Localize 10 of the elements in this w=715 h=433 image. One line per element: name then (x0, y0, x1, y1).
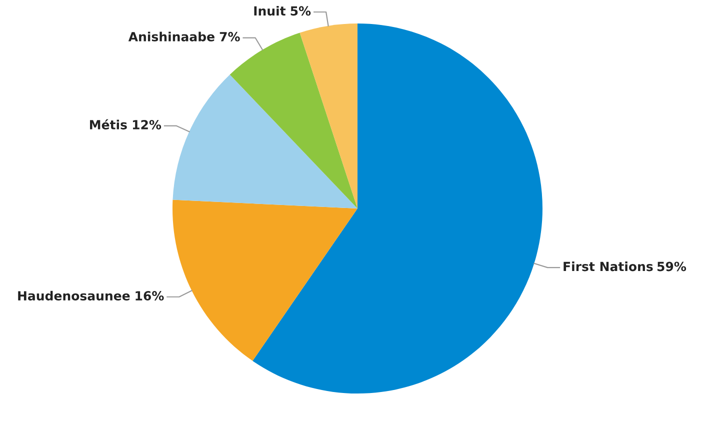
slice-label: Haudenosaunee (18, 290, 130, 300)
data-label: 59% (657, 262, 686, 272)
data-label: 5% (290, 6, 311, 16)
slice-label: First Nations (564, 262, 653, 272)
data-label: 16% (136, 291, 164, 300)
slice-label: Métis (90, 119, 127, 130)
data-label: 7% (220, 32, 240, 42)
slice-label: Inuit (254, 6, 286, 16)
data-label: 12% (132, 120, 162, 130)
slice-label: Anishinaabe (128, 32, 214, 42)
